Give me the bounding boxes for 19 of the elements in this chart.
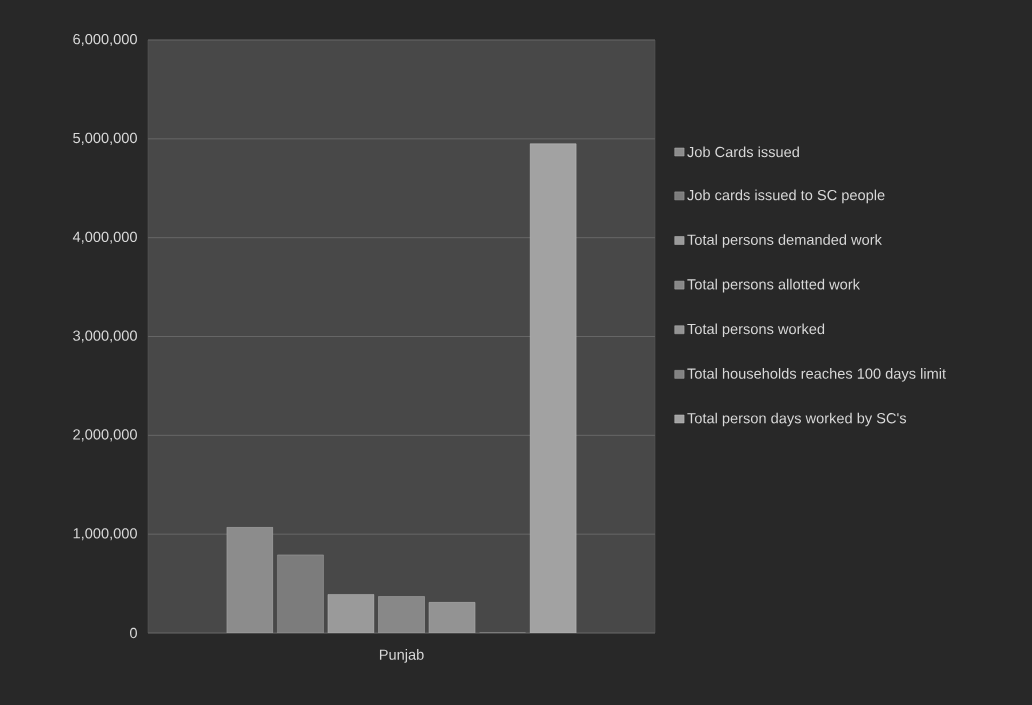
legend-label: Total persons allotted work — [687, 278, 860, 293]
bar — [378, 596, 425, 633]
y-tick-label: 0 — [129, 627, 137, 639]
legend-label: Job Cards issued — [687, 146, 799, 158]
bar — [327, 594, 375, 633]
bar — [529, 143, 577, 633]
y-tick-label: 3,000,000 — [73, 330, 137, 343]
x-tick-label: Punjab — [379, 649, 424, 663]
y-tick-label: 2,000,000 — [73, 429, 137, 442]
y-tick-label: 4,000,000 — [72, 231, 137, 244]
y-tick-label: 1,000,000 — [73, 528, 137, 541]
legend-label: Total persons worked — [687, 323, 825, 338]
legend-label: Total person days worked by SC's — [687, 412, 907, 427]
y-tick-label: 5,000,000 — [73, 132, 137, 145]
legend-label: Total persons demanded work — [687, 234, 882, 248]
y-tick-label: 6,000,000 — [73, 33, 137, 47]
legend-label: Total households reaches 100 days limit — [687, 368, 946, 382]
legend-label: Job cards issued to SC people — [687, 189, 885, 204]
bar — [428, 602, 476, 633]
